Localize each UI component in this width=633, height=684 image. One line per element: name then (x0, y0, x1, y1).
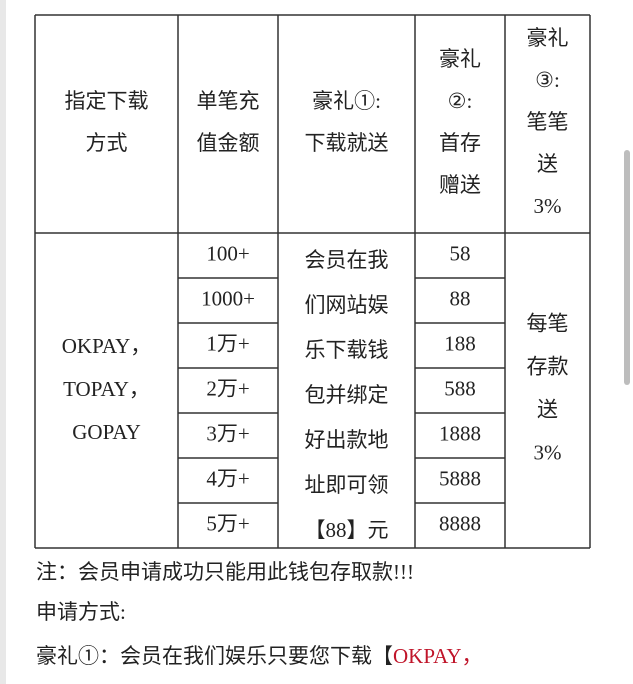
header-cell: 豪礼 (439, 47, 481, 71)
gift2-value: 1888 (439, 421, 481, 445)
note: 申请方式: (36, 600, 126, 624)
gift2-value: 8888 (439, 511, 481, 535)
header-cell: 单笔充 (197, 89, 260, 113)
amount: 3万+ (206, 421, 249, 445)
header-cell: ②: (448, 89, 473, 113)
gift2-value: 588 (444, 376, 476, 400)
header-cell: 首存 (439, 131, 481, 155)
gift1-text: 包并绑定 (305, 383, 389, 407)
gift3-text: 存款 (527, 354, 569, 378)
gift3-text: 每笔 (527, 311, 569, 335)
header-cell: 指定下载 (65, 89, 149, 113)
header-cell: ③: (535, 68, 560, 92)
method: GOPAY (72, 420, 141, 444)
gift1-text: 们网站娱 (305, 293, 389, 317)
gift3-text: 送 (537, 397, 558, 421)
gift1-text: 会员在我 (305, 248, 389, 272)
method: OKPAY， (62, 334, 152, 358)
header-cell: 豪礼①: (312, 89, 381, 113)
amount: 2万+ (206, 376, 249, 400)
gift1-text: 址即可领 (305, 473, 389, 497)
note: 豪礼①：会员在我们娱乐只要您下载【OKPAY， (36, 644, 483, 668)
gift1-text: 好出款地 (305, 428, 389, 452)
amount: 4万+ (206, 466, 249, 490)
amount: 100+ (206, 241, 249, 265)
header-cell: 笔笔 (527, 110, 569, 134)
amount: 1万+ (206, 331, 249, 355)
gift1-text: 【88】元 (305, 518, 389, 542)
header-cell: 下载就送 (305, 131, 389, 155)
note-text: 豪礼①：会员在我们娱乐只要您下载【 (36, 644, 393, 668)
gift2-value: 5888 (439, 466, 481, 490)
gift2-value: 88 (450, 286, 471, 310)
gift2-value: 188 (444, 331, 476, 355)
header-cell: 送 (537, 152, 558, 176)
gift1-text: 乐下载钱 (305, 338, 389, 362)
method: TOPAY， (63, 377, 150, 401)
gift2-value: 58 (450, 241, 471, 265)
header-cell: 赠送 (439, 173, 481, 197)
gift3-text: 3% (534, 440, 562, 464)
note-highlight: OKPAY， (393, 644, 483, 668)
header-cell: 方式 (86, 131, 128, 155)
left-edge (0, 0, 6, 684)
header-cell: 值金额 (197, 131, 260, 155)
note: 注：会员申请成功只能用此钱包存取款!!! (36, 560, 414, 584)
header-cell: 3% (534, 194, 562, 218)
amount: 5万+ (206, 511, 249, 535)
amount: 1000+ (201, 286, 255, 310)
scrollbar (624, 150, 630, 385)
header-cell: 豪礼 (527, 26, 569, 50)
